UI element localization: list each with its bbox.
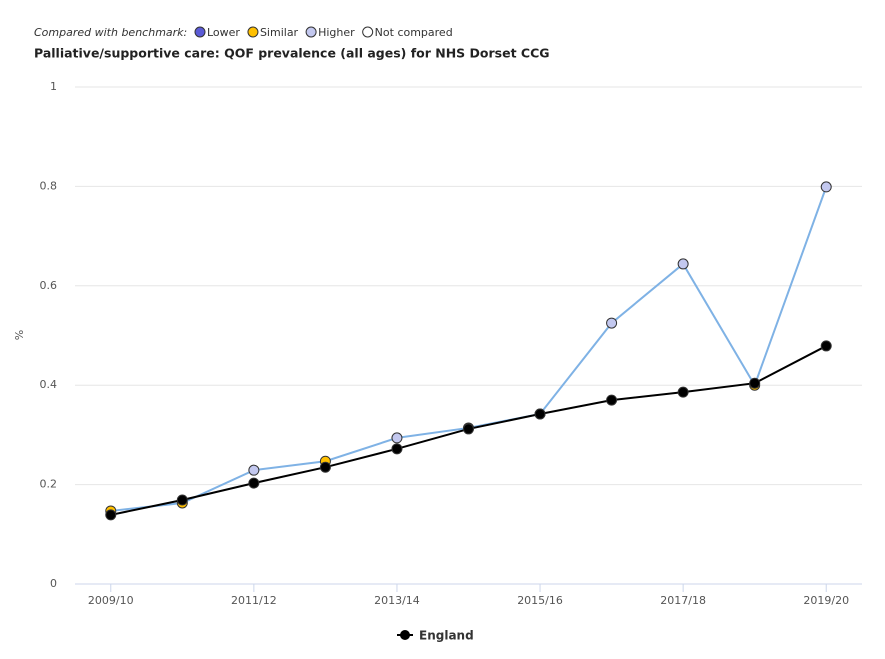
legend-label: Higher bbox=[318, 26, 355, 39]
data-point bbox=[749, 377, 761, 389]
legend-marker bbox=[247, 26, 259, 38]
data-point bbox=[105, 509, 117, 521]
legend-marker bbox=[194, 26, 206, 38]
data-point bbox=[606, 317, 618, 329]
legend-marker bbox=[305, 26, 317, 38]
series-line bbox=[110, 186, 828, 512]
data-point bbox=[176, 494, 188, 506]
legend-label: England bbox=[419, 629, 474, 643]
y-tick-label: 1 bbox=[50, 80, 57, 93]
data-point bbox=[820, 181, 832, 193]
legend-marker bbox=[400, 630, 410, 640]
y-tick-label: 0.2 bbox=[40, 478, 58, 491]
y-tick-label: 0.8 bbox=[40, 179, 58, 192]
benchmark-title: Compared with benchmark: bbox=[34, 26, 187, 39]
legend-marker bbox=[362, 26, 374, 38]
y-tick-label: 0.4 bbox=[40, 378, 58, 391]
data-point bbox=[248, 464, 260, 476]
x-tick-label: 2019/20 bbox=[803, 594, 849, 607]
y-tick-label: 0.6 bbox=[40, 279, 58, 292]
x-tick-label: 2011/12 bbox=[231, 594, 277, 607]
y-axis-label: % bbox=[13, 330, 26, 340]
data-point bbox=[677, 258, 689, 270]
x-tick-label: 2017/18 bbox=[660, 594, 706, 607]
data-point bbox=[677, 386, 689, 398]
x-tick-label: 2013/14 bbox=[374, 594, 420, 607]
x-tick-label: 2009/10 bbox=[88, 594, 134, 607]
legend-label: Similar bbox=[260, 26, 299, 39]
data-point bbox=[319, 461, 331, 473]
x-tick-label: 2015/16 bbox=[517, 594, 563, 607]
data-point bbox=[463, 423, 474, 435]
data-point bbox=[820, 340, 832, 352]
legend-label: Not compared bbox=[375, 26, 453, 39]
y-tick-label: 0 bbox=[50, 577, 57, 590]
data-point bbox=[248, 477, 260, 489]
data-point bbox=[391, 432, 403, 444]
chart-title: Palliative/supportive care: QOF prevalen… bbox=[34, 46, 550, 61]
legend-label: Lower bbox=[207, 26, 240, 39]
data-point bbox=[391, 443, 403, 455]
data-point bbox=[534, 408, 546, 420]
data-point bbox=[606, 394, 618, 406]
